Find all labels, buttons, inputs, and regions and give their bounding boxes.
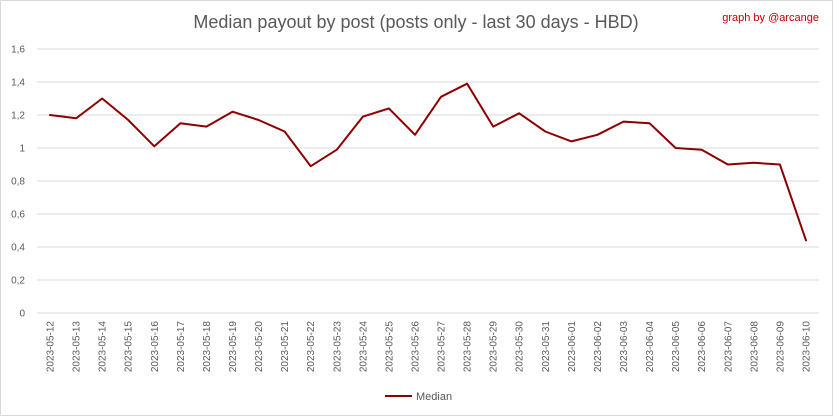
y-axis-ticks: 0 0,2 0,4 0,6 0,8 1 1,2 1,4 1,6 (11, 45, 25, 320)
legend-label-median: Median (416, 391, 452, 403)
x-tick-label: 2023-06-01 (567, 321, 578, 373)
x-tick-label: 2023-05-14 (98, 321, 109, 373)
x-tick-label: 2023-05-28 (463, 321, 474, 373)
x-tick-label: 2023-05-29 (489, 321, 500, 373)
x-tick-label: 2023-05-21 (280, 321, 291, 373)
x-tick-label: 2023-05-26 (410, 321, 421, 373)
y-tick-label: 1,6 (11, 45, 25, 56)
y-tick-label: 0,6 (11, 210, 25, 221)
y-tick-label: 1,2 (11, 111, 25, 122)
x-tick-label: 2023-05-19 (228, 321, 239, 373)
series-line-median (49, 82, 807, 242)
y-tick-label: 1,4 (11, 78, 25, 89)
x-tick-label: 2023-05-16 (150, 321, 161, 373)
x-tick-label: 2023-05-22 (306, 321, 317, 373)
y-tick-label: 1 (19, 144, 25, 155)
y-tick-label: 0,2 (11, 276, 25, 287)
gridlines (37, 48, 819, 314)
legend: Median (385, 391, 452, 403)
x-tick-label: 2023-06-08 (749, 321, 760, 373)
x-tick-label: 2023-05-20 (254, 321, 265, 373)
x-tick-label: 2023-05-27 (437, 321, 448, 373)
y-tick-label: 0,8 (11, 177, 25, 188)
x-tick-label: 2023-05-13 (72, 321, 83, 373)
x-tick-label: 2023-06-05 (671, 321, 682, 373)
x-tick-label: 2023-05-31 (541, 321, 552, 373)
x-tick-label: 2023-06-04 (645, 321, 656, 373)
x-tick-label: 2023-05-15 (124, 321, 135, 373)
x-tick-label: 2023-06-09 (775, 321, 786, 373)
x-tick-label: 2023-05-25 (384, 321, 395, 373)
y-tick-label: 0 (19, 309, 25, 320)
x-tick-label: 2023-06-10 (801, 321, 812, 373)
x-tick-label: 2023-06-06 (697, 321, 708, 373)
chart-title: Median payout by post (posts only - last… (193, 12, 638, 32)
x-axis-ticks: 2023-05-12 2023-05-13 2023-05-14 2023-05-15… (46, 321, 813, 373)
x-tick-label: 2023-06-03 (619, 321, 630, 373)
x-tick-label: 2023-05-17 (176, 321, 187, 373)
x-tick-label: 2023-05-23 (332, 321, 343, 373)
x-tick-label: 2023-05-24 (358, 321, 369, 373)
x-tick-label: 2023-06-07 (723, 321, 734, 373)
x-tick-label: 2023-05-18 (202, 321, 213, 373)
series-layer (49, 82, 807, 242)
x-tick-label: 2023-05-12 (46, 321, 57, 373)
x-tick-label: 2023-05-30 (515, 321, 526, 373)
y-tick-label: 0,4 (11, 243, 25, 254)
x-tick-label: 2023-06-02 (593, 321, 604, 373)
chart-credit: graph by @arcange (722, 12, 819, 24)
